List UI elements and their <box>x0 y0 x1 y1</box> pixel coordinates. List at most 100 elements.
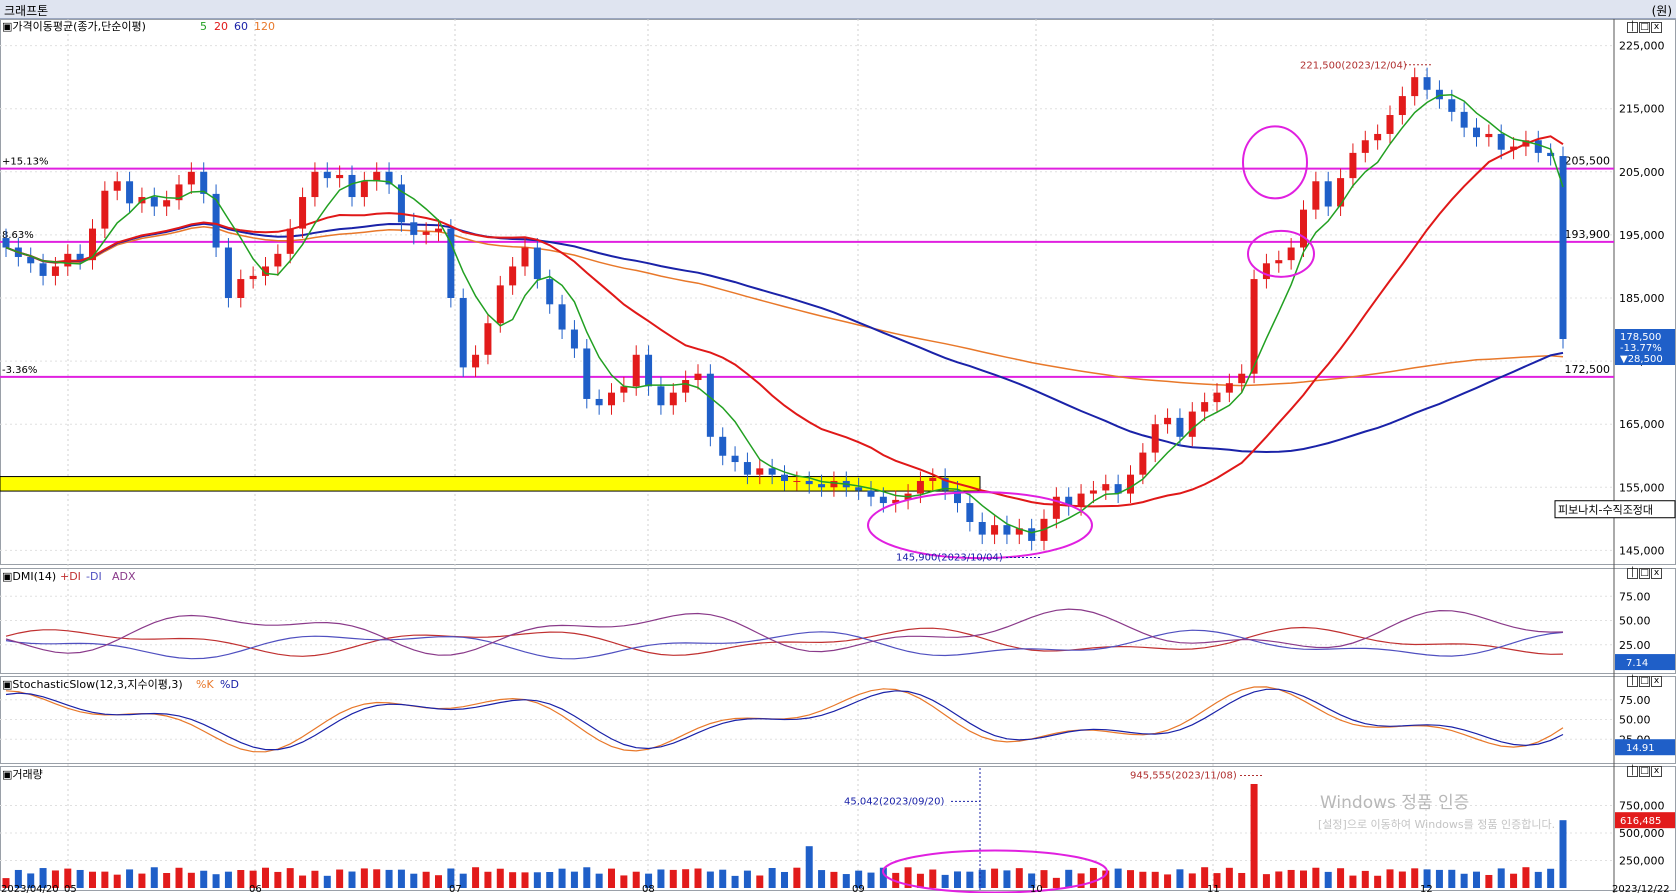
volume-bar <box>1349 875 1357 888</box>
dmi-pane-buttons[interactable]: │ □ x <box>1626 568 1662 579</box>
volume-bar <box>348 871 356 888</box>
volume-bar <box>991 868 999 888</box>
candle-body <box>447 228 455 298</box>
candle-body <box>1349 152 1357 179</box>
candle-body <box>855 487 863 491</box>
volume-bar <box>224 871 232 888</box>
candle-body <box>1559 156 1567 340</box>
volume-bar <box>719 869 727 888</box>
candle-body <box>731 455 739 463</box>
x-axis-month-label: 06 <box>249 884 262 893</box>
candle-body <box>89 228 96 261</box>
candle-body <box>484 323 492 355</box>
candle-body <box>1188 411 1196 437</box>
volume-pane-buttons[interactable]: │ □ x <box>1626 766 1662 777</box>
candle-body <box>805 480 813 485</box>
x-axis-month-label: 09 <box>852 884 865 893</box>
x-axis-month-label: 05 <box>64 884 77 893</box>
candle-body <box>818 484 826 488</box>
volume-value-text: 616,485 <box>1620 816 1661 827</box>
candle-body <box>929 477 937 481</box>
ma120-line <box>5 226 1564 387</box>
volume-bar <box>558 868 566 888</box>
candle-body <box>76 253 84 261</box>
candle-body <box>237 279 245 298</box>
stoch-tick-label: 75.00 <box>1619 694 1651 707</box>
candle-body <box>126 181 134 204</box>
candle-body <box>212 193 220 248</box>
candle-body <box>422 231 430 235</box>
candle-body <box>360 181 368 198</box>
dmi-legend: ▣DMI(14) <box>2 570 56 583</box>
candle-body <box>410 222 418 235</box>
fibonacci-label: 피보나치-수직조정대 <box>1558 504 1653 517</box>
volume-bar <box>175 867 183 888</box>
volume-bar <box>1127 870 1134 888</box>
candle-body <box>570 329 578 349</box>
candle-body <box>286 228 294 254</box>
candle-body <box>274 253 282 267</box>
change-pct-text: -13.77% <box>1620 343 1662 354</box>
volume-bar <box>682 869 690 888</box>
watermark-line1: Windows 정품 인증 <box>1320 793 1469 813</box>
candle-body <box>1164 417 1172 425</box>
candle-body <box>1448 99 1456 112</box>
volume-bar <box>262 867 269 888</box>
volume-bar <box>1312 867 1320 888</box>
candle-body <box>558 304 566 330</box>
candle-body <box>1238 373 1246 384</box>
volume-bar <box>14 869 22 888</box>
volume-bar <box>496 868 504 888</box>
volume-bar <box>1003 870 1011 888</box>
low-annotation: 145,900(2023/10/04) <box>896 552 1003 563</box>
volume-tick-label: 500,000 <box>1619 827 1665 840</box>
volume-bar <box>743 870 751 888</box>
stock-chart[interactable]: 145,000155,000165,000175,000185,000195,0… <box>0 19 1676 893</box>
volume-tick-label: 250,000 <box>1619 855 1665 868</box>
candle-body <box>1411 77 1419 97</box>
stoch-pane-buttons[interactable]: │ □ x <box>1626 676 1662 687</box>
price-pane-buttons[interactable]: │ □ x <box>1626 22 1662 33</box>
candle-body <box>645 354 653 387</box>
candle-body <box>1127 474 1134 494</box>
volume-bar <box>385 869 393 888</box>
candle-body <box>1337 178 1345 207</box>
candle-body <box>682 380 690 393</box>
x-axis-month-label: 07 <box>449 884 462 893</box>
candle-body <box>1151 424 1159 453</box>
candle-body <box>348 174 356 198</box>
volume-bar <box>27 873 35 888</box>
candle-body <box>966 503 974 522</box>
candle-body <box>496 285 504 324</box>
candle-body <box>1139 452 1147 475</box>
candle-body <box>768 468 776 475</box>
adx-line <box>5 608 1564 656</box>
volume-bar <box>64 868 72 888</box>
candle-body <box>1423 77 1431 90</box>
candle-body <box>336 174 344 179</box>
fib-value-label: 205,500 <box>1565 155 1611 168</box>
candle-body <box>1089 490 1097 494</box>
price-tick-label: 165,000 <box>1619 418 1665 431</box>
ma60-line <box>5 222 1564 454</box>
volume-bar <box>1164 874 1172 888</box>
price-tick-label: 205,000 <box>1619 166 1665 179</box>
volume-bar <box>1324 871 1332 888</box>
candle-body <box>1497 133 1505 150</box>
ma-legend-item: 120 <box>254 20 275 33</box>
candle-body <box>1386 115 1394 134</box>
volume-bar <box>286 868 294 888</box>
dmi-tick-label: 50.00 <box>1619 615 1651 628</box>
volume-bar <box>1448 869 1456 888</box>
candle-body <box>867 490 875 497</box>
candle-body <box>1275 260 1283 264</box>
volume-bar <box>570 871 578 888</box>
volume-bar <box>1547 868 1555 888</box>
candle-body <box>262 266 269 276</box>
volume-bar <box>138 873 146 888</box>
volume-bar <box>1300 870 1307 888</box>
change-text: ▼28,500 <box>1620 354 1663 365</box>
volume-bar <box>373 869 381 888</box>
price-tick-label: 185,000 <box>1619 292 1665 305</box>
volume-bar <box>1052 877 1060 888</box>
